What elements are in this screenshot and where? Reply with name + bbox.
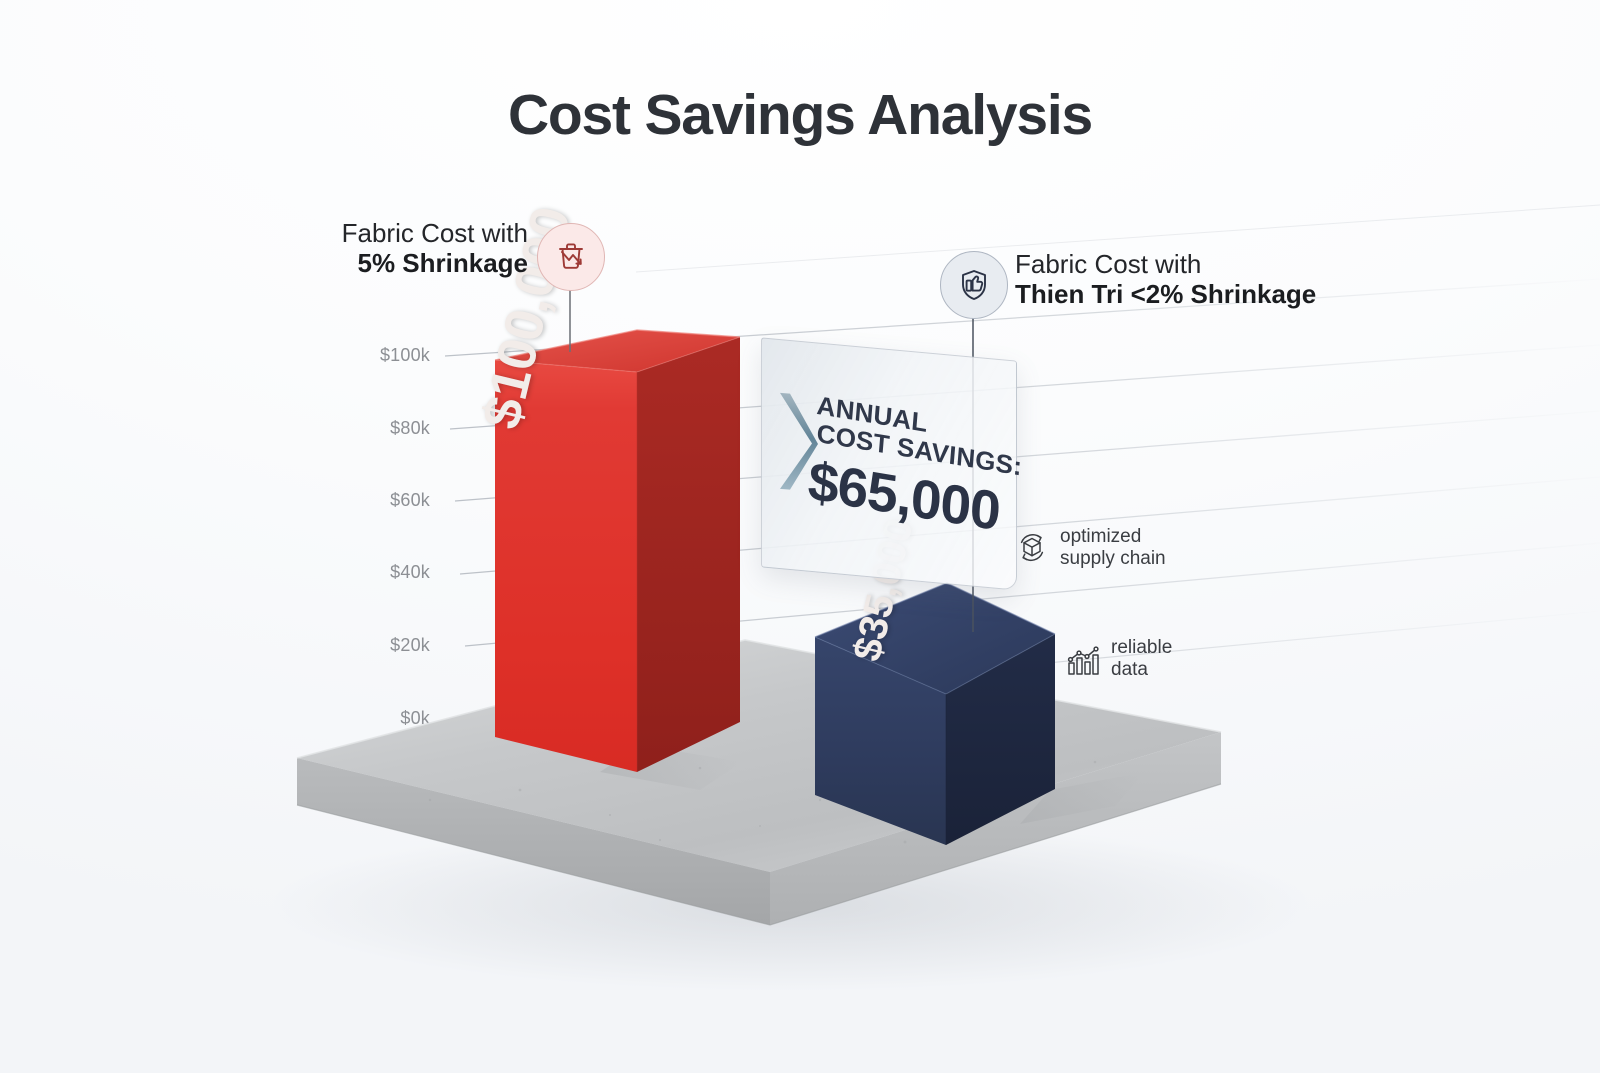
note-optimized-supply-chain: optimized supply chain [1013, 526, 1166, 570]
axis-tick-20k: $20k [390, 635, 430, 655]
annual-savings-card: ANNUAL COST SAVINGS: $65,000 [761, 337, 1023, 591]
note-supply-line2: supply chain [1060, 548, 1166, 570]
left-callout-text: Fabric Cost with 5% Shrinkage [308, 218, 528, 278]
right-callout-line2: Thien Tri <2% Shrinkage [1015, 278, 1317, 309]
chevron-right-icon [780, 392, 818, 490]
axis-tick-40k: $40k [390, 562, 430, 582]
left-callout-line1: Fabric Cost with [341, 218, 528, 248]
axis-tick-100k: $100k [379, 345, 430, 365]
axis-tick-80k: $80k [390, 418, 430, 438]
axis-tick-0k: $0k [400, 708, 430, 728]
waste-trend-down-icon[interactable] [537, 223, 605, 291]
note-reliable-line1: reliable [1111, 637, 1173, 658]
right-callout-text: Fabric Cost with Thien Tri <2% Shrinkage [1015, 249, 1317, 309]
left-callout-line2: 5% Shrinkage [357, 247, 528, 278]
bar-chart-line-icon [1067, 646, 1099, 675]
box-cycle-icon [1020, 534, 1044, 562]
right-callout-line1: Fabric Cost with [1015, 249, 1202, 279]
bar-navy [814, 582, 1056, 845]
axis-tick-60k: $60k [390, 490, 430, 510]
note-supply-chain-text: optimized supply chain [1060, 526, 1166, 570]
note-reliable-data: reliable data [1064, 637, 1172, 681]
note-supply-line1: optimized [1060, 526, 1142, 547]
page-title: Cost Savings Analysis [507, 83, 1093, 147]
shield-thumbs-up-icon[interactable] [940, 251, 1008, 319]
note-reliable-data-text: reliable data [1111, 637, 1172, 681]
note-reliable-line2: data [1111, 659, 1148, 681]
bar-red [494, 329, 741, 772]
